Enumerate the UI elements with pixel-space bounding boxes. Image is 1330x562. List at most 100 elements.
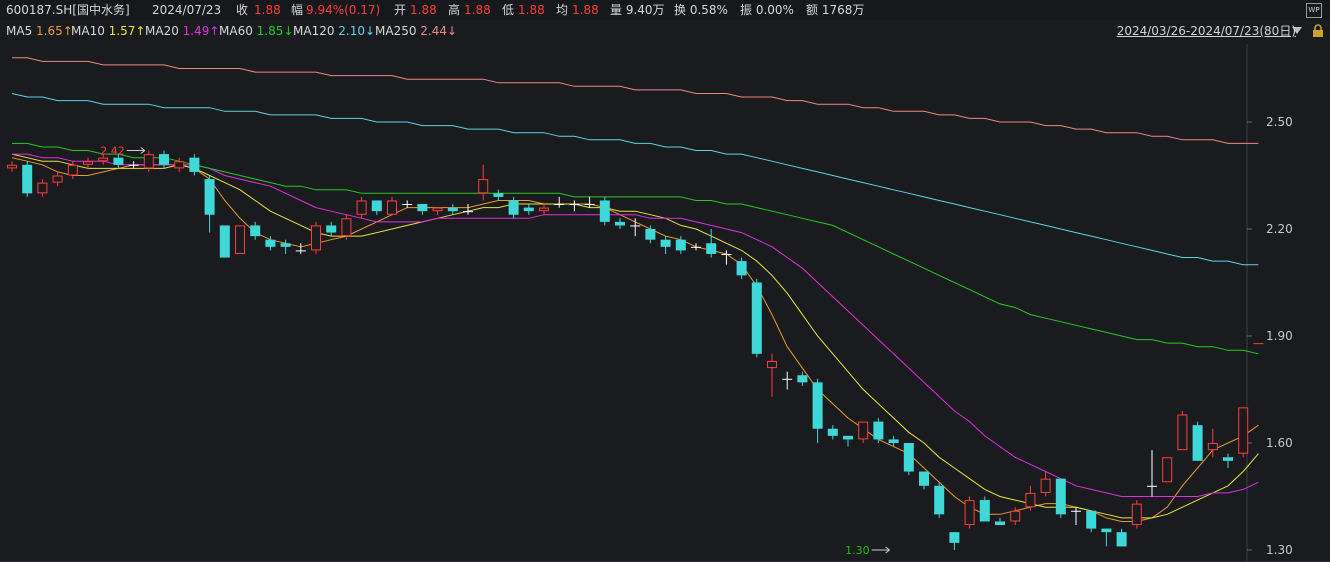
candle-body: [1192, 425, 1203, 461]
candle: [387, 196, 397, 215]
change-label: 幅: [291, 3, 304, 17]
candle-body: [22, 164, 33, 194]
candle-body: [827, 428, 838, 436]
candle: [1192, 421, 1203, 461]
candle: [843, 435, 853, 447]
candle-body: [463, 211, 473, 213]
candle: [675, 236, 686, 254]
candle: [934, 482, 945, 518]
high-value: 1.88: [464, 3, 491, 17]
ma-label: MA120: [293, 24, 335, 38]
date-range[interactable]: 2024/03/26-2024/07/23(80日): [1116, 24, 1296, 38]
candle: [98, 154, 109, 165]
candle-body: [204, 179, 215, 215]
candle-body: [1131, 503, 1142, 526]
candle: [250, 221, 261, 240]
ma-line-ma5: [11, 157, 1259, 522]
candle-body: [311, 225, 321, 251]
close-value: 1.88: [254, 3, 281, 17]
candle: [767, 353, 777, 397]
candle-body: [523, 207, 534, 212]
candle-body: [143, 154, 154, 169]
ma-legend-item: MA60 1.85↓: [219, 21, 293, 41]
candle: [1238, 407, 1249, 458]
candle: [189, 154, 200, 176]
candle-body: [539, 207, 549, 212]
low-label: 低: [502, 3, 515, 17]
chart-grid: [0, 44, 1330, 562]
candle: [113, 154, 124, 169]
candle: [128, 161, 139, 169]
candle: [812, 378, 823, 443]
candle-body: [767, 360, 777, 369]
close-label: 收: [236, 3, 249, 17]
lock-icon[interactable]: [1312, 24, 1324, 38]
candle: [326, 221, 337, 237]
candle: [964, 496, 975, 529]
extreme-arrow-head: [140, 147, 146, 154]
candle: [873, 418, 884, 443]
candle: [615, 218, 625, 229]
candle-body: [599, 200, 610, 222]
kline-chart[interactable]: 2.42 1.30 2.50 2.20 1.90 1.60 1.30: [0, 44, 1330, 562]
candle-body: [1055, 478, 1066, 515]
candle: [1223, 453, 1233, 468]
candle-body: [797, 375, 808, 383]
candle-body: [873, 421, 884, 440]
candle-body: [721, 253, 732, 255]
candle-body: [615, 221, 625, 226]
candle: [706, 229, 717, 258]
candle-body: [1101, 528, 1112, 533]
candle: [280, 239, 291, 254]
candle-body: [903, 443, 914, 472]
candle-body: [402, 204, 413, 206]
candle-body: [432, 207, 443, 212]
open-value: 1.88: [410, 3, 437, 17]
candle: [751, 278, 762, 358]
candle-body: [1086, 510, 1097, 529]
chevron-down-icon[interactable]: [1292, 27, 1302, 34]
candle: [83, 157, 93, 169]
candle: [1101, 528, 1112, 547]
candle: [432, 207, 443, 215]
candle-body: [979, 500, 990, 522]
candle-body: [265, 239, 276, 247]
candle-body: [888, 439, 899, 443]
candles: [7, 150, 1264, 550]
ma-label: MA60: [219, 24, 253, 38]
candle: [174, 157, 185, 172]
ma-legend: MA5 1.65↑ MA10 1.57↑ MA20 1.49↑ MA60 1.8…: [0, 21, 1330, 41]
candle: [265, 236, 276, 251]
quote-header: 600187.SH[国中水务] 2024/07/23 收 1.88 幅 9.94…: [0, 0, 1330, 20]
avg-value: 1.88: [572, 3, 599, 17]
candle-body: [189, 157, 200, 172]
extreme-price-label: 1.30: [845, 544, 870, 557]
ma-legend-item: MA20 1.49↑: [145, 21, 219, 41]
candle: [341, 214, 352, 240]
candle: [402, 200, 413, 208]
candle-body: [478, 179, 489, 194]
candle: [919, 471, 929, 490]
candle: [797, 371, 808, 386]
annotations: 2.42 1.30: [100, 145, 890, 557]
candle: [311, 221, 321, 254]
candle-body: [83, 161, 93, 165]
low-value: 1.88: [518, 3, 545, 17]
candle-body: [356, 200, 367, 215]
candle-body: [174, 161, 185, 169]
candle-body: [250, 225, 261, 237]
candle-body: [554, 204, 565, 206]
candle-body: [1010, 510, 1021, 522]
stock-code[interactable]: 600187.SH[国中水务]: [6, 3, 130, 17]
candle-body: [67, 164, 78, 176]
candle-body: [159, 154, 169, 165]
wp-icon[interactable]: WP: [1306, 3, 1322, 18]
candle-body: [219, 225, 230, 258]
candle-body: [569, 204, 580, 206]
ma-label: MA20: [145, 24, 179, 38]
candle-body: [417, 204, 428, 212]
candle-body: [1071, 510, 1081, 512]
candle: [645, 225, 656, 244]
candle-body: [295, 250, 306, 252]
candle-body: [387, 200, 397, 215]
